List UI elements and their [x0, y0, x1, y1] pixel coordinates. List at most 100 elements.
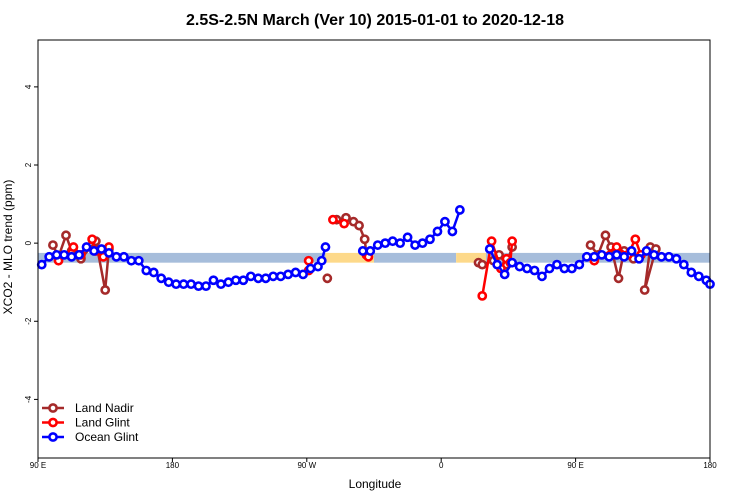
data-point [630, 234, 641, 245]
x-axis-ticks: 90 E 180 90 W 0 90 E 180 [30, 458, 717, 470]
data-point [290, 267, 301, 278]
data-point [118, 251, 129, 262]
data-point [156, 273, 167, 284]
data-point [522, 263, 532, 274]
data-point [639, 285, 650, 295]
data-point [238, 275, 249, 286]
data-point [339, 218, 350, 229]
data-point [693, 271, 704, 282]
data-point [322, 273, 333, 284]
data-point [186, 279, 196, 290]
data-point [357, 246, 368, 256]
trend-band-0 [38, 252, 326, 263]
data-point [432, 226, 443, 237]
data-point [585, 240, 596, 250]
data-point [671, 253, 682, 264]
data-point [678, 259, 689, 270]
data-point [425, 234, 435, 245]
data-point [552, 259, 562, 270]
data-point [44, 251, 55, 262]
data-point [664, 251, 674, 262]
legend-label: Land Nadir [75, 401, 134, 415]
legend-swatch-marker [48, 417, 58, 428]
data-point [600, 230, 611, 241]
data-point [486, 236, 497, 247]
data-point [604, 251, 615, 262]
x-tick-label: 90 E [567, 461, 583, 470]
data-point [193, 281, 204, 292]
data-point [410, 240, 420, 250]
data-point [298, 269, 308, 280]
data-point [303, 255, 314, 266]
data-point [499, 269, 510, 280]
data-point [566, 263, 577, 274]
legend-item: Land Glint [42, 416, 130, 430]
data-point [596, 249, 607, 260]
data-point [316, 255, 327, 266]
legend-item: Land Nadir [42, 401, 134, 415]
x-tick-label: 180 [703, 461, 717, 470]
data-point [380, 238, 391, 249]
legend-label: Ocean Glint [75, 430, 139, 444]
data-point [61, 230, 71, 241]
data-point [89, 246, 99, 256]
data-point [163, 277, 174, 288]
data-point [208, 275, 219, 286]
data-point [372, 240, 383, 250]
data-point [492, 259, 503, 270]
data-point [275, 271, 286, 282]
data-point [477, 290, 488, 301]
data-point [68, 242, 79, 252]
x-tick-label: 90 E [30, 461, 46, 470]
data-point [611, 249, 622, 260]
data-point [74, 249, 84, 260]
data-point [87, 234, 98, 245]
trend-band-2 [374, 252, 457, 263]
x-tick-label: 180 [166, 461, 180, 470]
legend-label: Land Glint [75, 416, 130, 430]
data-point [171, 279, 182, 290]
y-tick-label: -4 [24, 395, 33, 403]
data-point [48, 240, 58, 250]
data-point [230, 275, 241, 286]
chart-title: 2.5S-2.5N March (Ver 10) 2015-01-01 to 2… [186, 12, 564, 29]
data-point [126, 255, 137, 266]
data-point [559, 263, 570, 274]
y-axis-ticks: -4 -2 0 2 4 [24, 84, 38, 403]
data-point [260, 273, 271, 284]
data-point [81, 242, 92, 252]
data-point [268, 271, 279, 282]
data-point [328, 214, 338, 225]
data-point [686, 267, 697, 278]
data-point [507, 236, 518, 247]
y-axis-label: XCO2 - MLO trend (ppm) [1, 180, 15, 315]
legend-swatch-marker [48, 403, 58, 413]
y-tick-label: -2 [24, 317, 33, 325]
data-point [141, 265, 152, 276]
y-tick-label: 2 [24, 162, 33, 167]
data-point [626, 246, 637, 256]
data-point [529, 265, 540, 276]
data-point [613, 273, 624, 284]
data-point [354, 220, 364, 231]
data-point [359, 234, 370, 245]
data-point [611, 242, 622, 252]
data-point [96, 244, 107, 254]
data-point [454, 205, 465, 215]
legend-item: Ocean Glint [42, 430, 139, 444]
data-point [641, 246, 652, 256]
trend-band-1 [325, 252, 374, 263]
data-point [514, 261, 525, 272]
data-point [537, 271, 547, 282]
data-point [133, 255, 144, 266]
data-point [253, 273, 264, 284]
data-point [36, 259, 47, 270]
data-point [634, 253, 644, 264]
data-point [320, 242, 331, 252]
data-point [104, 248, 114, 258]
data-point [201, 281, 211, 292]
data-point [589, 251, 600, 262]
data-point [395, 238, 406, 249]
data-point [619, 251, 630, 262]
